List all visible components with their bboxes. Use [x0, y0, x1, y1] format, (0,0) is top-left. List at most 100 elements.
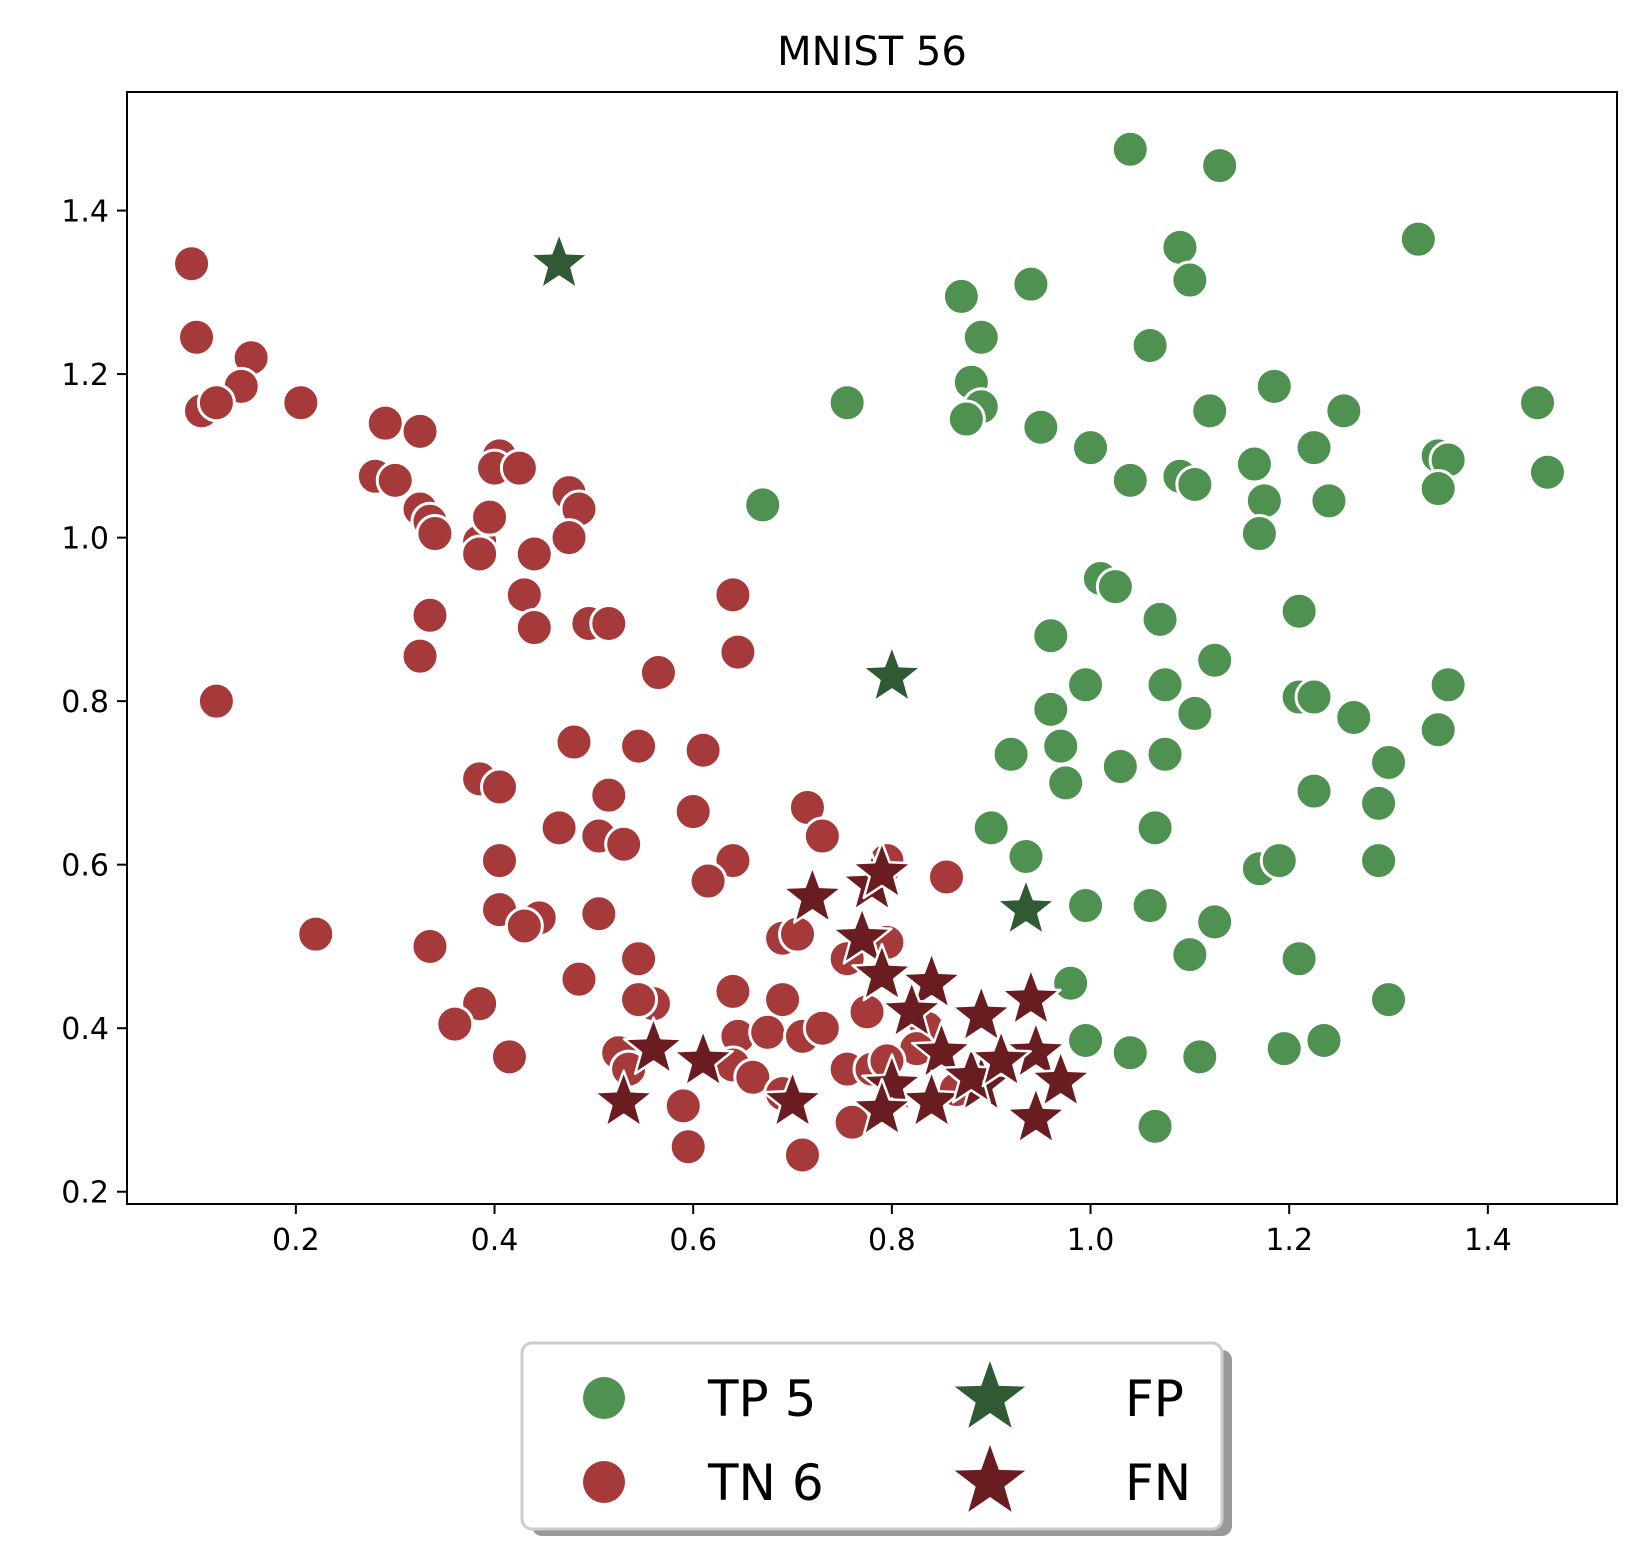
point-tn-6 — [365, 403, 405, 443]
y-tick-label: 0.2 — [61, 1176, 109, 1211]
point-fn — [950, 983, 1012, 1043]
point-tp-5 — [1110, 460, 1150, 500]
point-tp-5 — [1021, 407, 1061, 447]
point-fn — [881, 979, 943, 1039]
point-tn-6 — [668, 1127, 708, 1167]
point-tp-5 — [1428, 665, 1468, 705]
point-fn — [1000, 967, 1062, 1026]
point-fn — [910, 1020, 973, 1080]
point-tp-5 — [1200, 146, 1240, 186]
point-fn — [672, 1028, 734, 1088]
point-tp-5 — [1095, 567, 1135, 607]
point-tp-5 — [1518, 383, 1558, 423]
point-tp-5 — [1527, 452, 1567, 492]
point-tp-5 — [1195, 902, 1235, 942]
point-tp-5 — [1294, 771, 1334, 811]
point-tn-6 — [733, 1057, 773, 1097]
x-tick-label: 0.2 — [272, 1223, 320, 1258]
legend-marker-fn — [954, 1445, 1026, 1512]
point-tn-6 — [604, 824, 644, 864]
point-tn-6 — [489, 1037, 529, 1077]
legend-label-tp-5: TP 5 — [707, 1370, 816, 1428]
point-tp-5 — [946, 399, 986, 439]
data-points — [172, 129, 1567, 1175]
point-fn — [1030, 1049, 1092, 1108]
point-tp-5 — [1294, 428, 1334, 468]
point-tp-5 — [1135, 1106, 1175, 1146]
point-tp-5 — [1145, 665, 1185, 705]
point-tn-6 — [782, 1135, 822, 1175]
point-fn — [851, 942, 913, 1002]
point-tn-6 — [619, 980, 659, 1020]
point-tp-5 — [743, 485, 783, 525]
point-tp-5 — [1130, 325, 1170, 365]
point-tp-5 — [1304, 1020, 1344, 1060]
plot-area — [126, 91, 1618, 1205]
x-tick-label: 1.4 — [1464, 1223, 1512, 1258]
point-tp-5 — [1175, 464, 1215, 504]
legend-label-fp: FP — [1125, 1370, 1184, 1428]
point-tn-6 — [559, 959, 599, 999]
point-tn-6 — [435, 1004, 475, 1044]
point-tp-5 — [1100, 747, 1140, 787]
point-tn-6 — [539, 808, 579, 848]
point-tn-6 — [410, 595, 450, 635]
point-tn-6 — [713, 575, 753, 615]
point-tp-5 — [1130, 886, 1170, 926]
point-tp-5 — [1006, 837, 1046, 876]
point-tp-5 — [1195, 640, 1235, 680]
point-tp-5 — [1160, 227, 1200, 267]
point-fn — [622, 1016, 685, 1075]
point-tp-5 — [1244, 481, 1284, 521]
legend-box — [520, 1341, 1224, 1531]
y-tick-label: 0.6 — [61, 849, 109, 884]
point-tp-5 — [1359, 841, 1399, 881]
x-tick-label: 1.2 — [1265, 1223, 1313, 1258]
point-tp-5 — [1071, 428, 1111, 468]
point-tp-5 — [1041, 726, 1081, 766]
point-tp-5 — [991, 734, 1031, 774]
point-tn-6 — [683, 730, 723, 770]
point-tn-6 — [400, 636, 440, 676]
point-tn-6 — [718, 632, 758, 672]
point-tn-6 — [713, 971, 753, 1011]
point-tp-5 — [1011, 264, 1051, 304]
point-tp-5 — [1294, 677, 1334, 717]
point-fp — [995, 877, 1057, 936]
point-tp-5 — [827, 383, 867, 423]
x-axis: 0.2 0.4 0.6 0.8 1.0 1.2 1.4 — [272, 1204, 1512, 1258]
point-tp-5 — [1259, 841, 1299, 881]
point-tn-6 — [415, 514, 455, 554]
point-tn-6 — [470, 497, 510, 537]
point-tn-6 — [281, 383, 321, 423]
point-tp-5 — [1324, 391, 1364, 431]
point-tp-5 — [1066, 665, 1106, 705]
point-tn-6 — [177, 317, 217, 357]
point-tp-5 — [1234, 444, 1274, 484]
point-tn-6 — [554, 722, 594, 762]
point-tn-6 — [410, 926, 450, 966]
legend-marker-fp — [954, 1361, 1026, 1428]
point-tp-5 — [1175, 693, 1215, 733]
y-tick-label: 1.2 — [61, 358, 109, 393]
point-tp-5 — [1418, 710, 1458, 750]
y-tick-label: 1.4 — [61, 195, 109, 230]
point-tp-5 — [1066, 886, 1106, 926]
point-tn-6 — [619, 939, 659, 979]
point-tp-5 — [1418, 469, 1458, 509]
point-tn-6 — [504, 906, 544, 946]
point-tp-5 — [1066, 1020, 1106, 1060]
point-fp — [528, 231, 590, 291]
point-tn-6 — [763, 980, 803, 1020]
point-tp-5 — [1279, 591, 1319, 631]
point-fn — [900, 950, 963, 1010]
point-tn-6 — [663, 1086, 703, 1126]
point-tn-6 — [172, 244, 212, 284]
point-fn — [900, 1069, 963, 1129]
point-tp-5 — [1309, 481, 1349, 521]
point-fn — [851, 1077, 913, 1137]
point-tp-5 — [1031, 689, 1071, 729]
point-tn-6 — [375, 460, 415, 500]
point-fn — [1005, 1085, 1067, 1145]
